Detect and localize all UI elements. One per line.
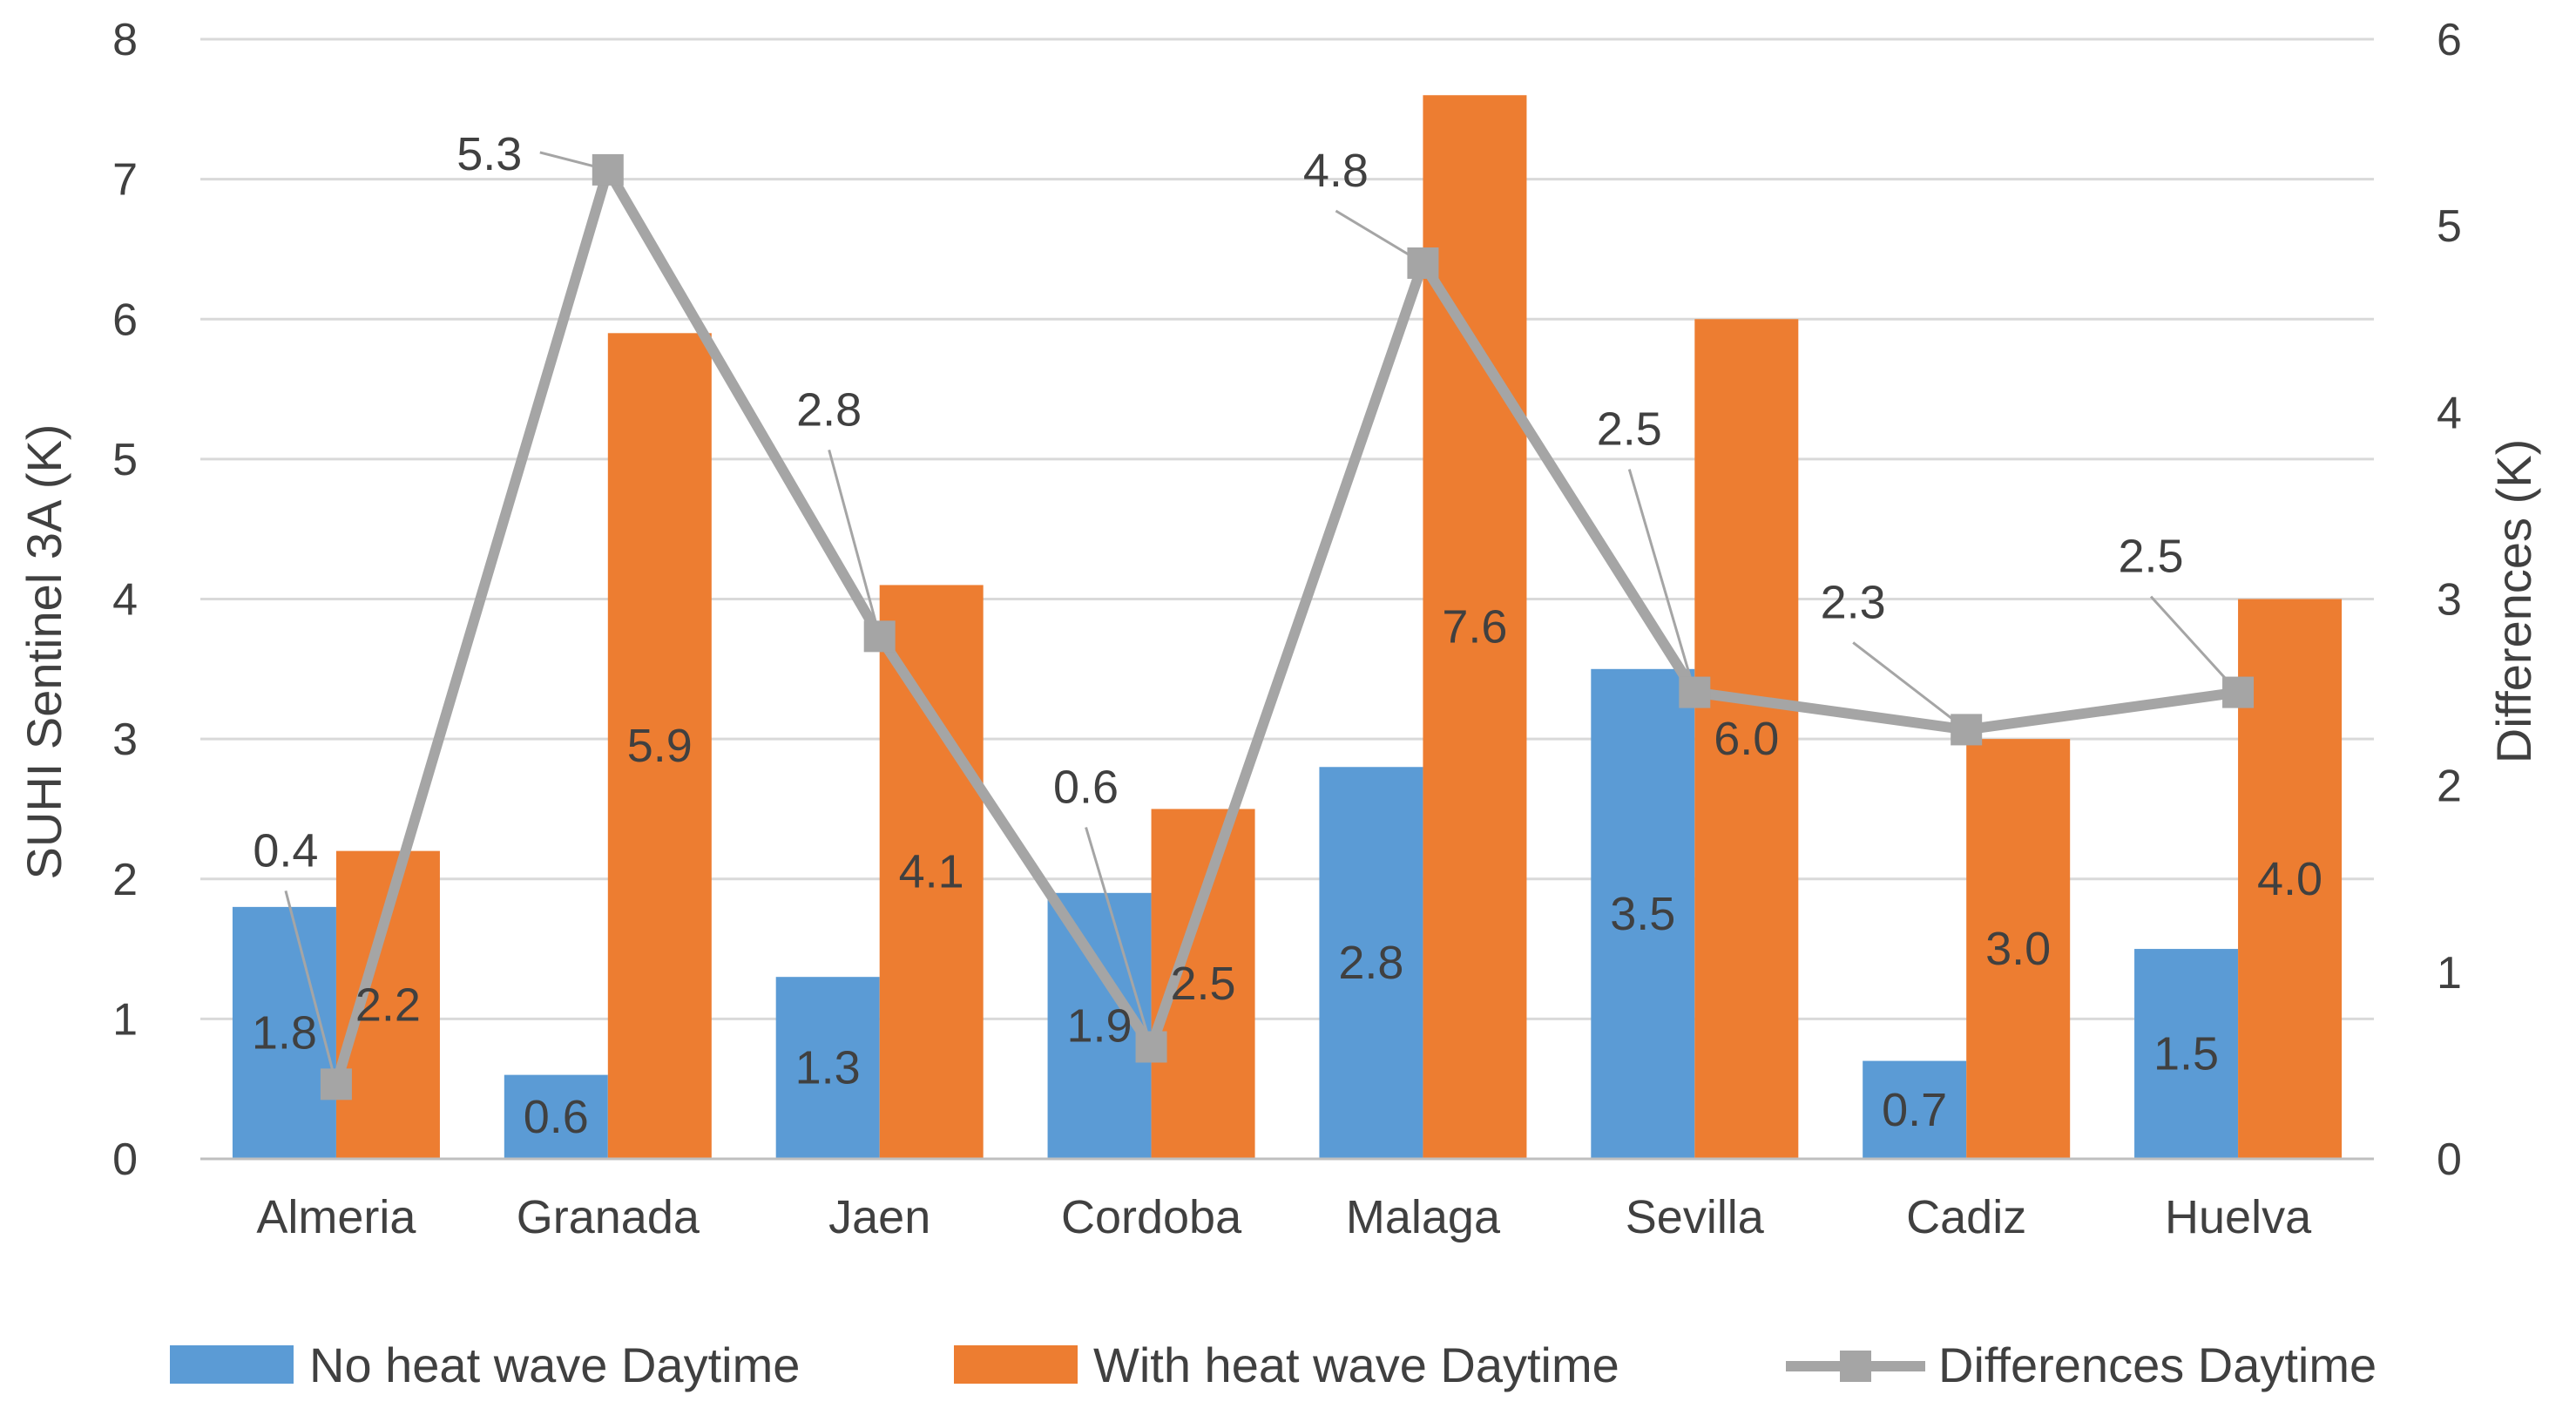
bar [1319,767,1423,1159]
bar-data-label: 2.5 [1171,958,1236,1010]
line-data-label: 4.8 [1303,145,1369,197]
x-tick-label: Almeria [256,1191,416,1243]
bar-data-label: 3.5 [1610,888,1675,940]
x-tick-label: Sevilla [1626,1191,1765,1243]
y-tick-label: 5 [112,435,138,485]
line-data-label: 2.5 [2119,531,2184,583]
line-marker [592,153,624,186]
legend-label: No heat wave Daytime [309,1337,800,1392]
bar [2134,949,2239,1159]
x-tick-label: Granada [517,1191,700,1243]
bar [1966,739,2071,1159]
y-axis-title: SUHI Sentinel 3A (K) [17,424,71,880]
bar-data-label: 1.8 [252,1006,317,1059]
bar [2238,599,2343,1159]
line-marker [320,1068,352,1100]
y-tick-label: 3 [112,714,138,765]
y-tick-label: 0 [112,1134,138,1185]
y-tick-label: 6 [112,295,138,345]
bar-data-label: 1.9 [1067,999,1132,1052]
bar [879,585,984,1159]
line-data-label: 0.6 [1053,762,1119,814]
bar-data-label: 0.6 [524,1091,589,1143]
legend-label: With heat wave Daytime [1093,1337,1619,1392]
label-leader-lines [284,151,2240,1085]
bar-data-label: 6.0 [1714,713,1779,765]
leader-line [1085,827,1153,1047]
x-tick-label: Huelva [2165,1191,2312,1243]
bar [1591,668,1695,1159]
line-marker [1951,714,1983,746]
y2-tick-label: 2 [2437,762,2462,812]
bar-data-label: 2.8 [1338,937,1403,989]
line-data-label: 2.5 [1597,403,1662,456]
bar-data-label: 1.5 [2153,1028,2219,1080]
y2-tick-label: 3 [2437,575,2462,626]
x-tick-label: Cordoba [1061,1191,1242,1243]
legend-label: Differences Daytime [1938,1337,2377,1392]
bar [232,906,336,1159]
legend: No heat wave Daytime With heat wave Dayti… [170,1337,2377,1392]
bar [607,333,712,1159]
line-marker [1679,676,1711,708]
bar-data-label: 2.2 [355,978,421,1031]
legend-swatch [954,1345,1078,1384]
bar-data-label: 3.0 [1985,923,2051,975]
bar [1423,95,1527,1159]
legend-swatch [170,1345,294,1384]
axes: 0 1 2 3 4 5 6 7 8 0 1 2 3 4 5 6 Almeria Granada Jaen Cordob… [112,15,2462,1243]
bar-data-label: 4.1 [899,846,964,898]
leader-line [1852,641,1968,731]
line-marker [863,620,896,653]
data-labels: 1.8 0.6 1.3 1.9 2.8 3.5 0.7 1.5 2.2 5.9 4.1 2.5 7.6 6… [252,128,2322,1143]
y2-tick-label: 6 [2437,15,2462,65]
x-tick-label: Jaen [828,1191,930,1243]
y2-tick-label: 1 [2437,948,2462,999]
series-line [331,164,2239,1087]
x-tick-label: Malaga [1346,1191,1501,1243]
differences-line [320,153,2255,1100]
line-marker [2222,676,2255,708]
y-tick-label: 4 [112,575,138,626]
leader-line [828,449,882,637]
leader-line [2149,595,2240,694]
leader-line [284,890,338,1085]
line-data-label: 2.3 [1821,576,1886,628]
y-tick-label: 7 [112,155,138,206]
y2-tick-label: 5 [2437,201,2462,252]
line-marker [1407,247,1439,279]
bar-data-label: 1.3 [795,1042,861,1094]
y-tick-label: 1 [112,994,138,1045]
y-tick-label: 8 [112,15,138,65]
y-tick-label: 2 [112,855,138,905]
line-data-label: 5.3 [456,128,522,180]
x-tick-label: Cadiz [1906,1191,2026,1243]
bar [1863,1060,1967,1159]
y2-tick-label: 0 [2437,1134,2462,1185]
bar-data-label: 5.9 [627,720,693,772]
bar [1694,319,1799,1159]
y2-tick-label: 4 [2437,388,2462,438]
bar [775,977,880,1159]
bar-data-label: 7.6 [1442,601,1507,653]
line-data-label: 0.4 [253,824,318,877]
legend-swatch-marker [1840,1351,1871,1382]
leader-line [1627,469,1696,694]
line-data-label: 2.8 [796,383,862,436]
bar-data-label: 0.7 [1882,1084,1947,1136]
bar-marks [232,95,2343,1159]
line-marker [1135,1031,1167,1063]
bar [504,1074,608,1159]
y2-axis-title: Differences (K) [2486,439,2541,763]
bar-data-label: 4.0 [2257,853,2322,905]
